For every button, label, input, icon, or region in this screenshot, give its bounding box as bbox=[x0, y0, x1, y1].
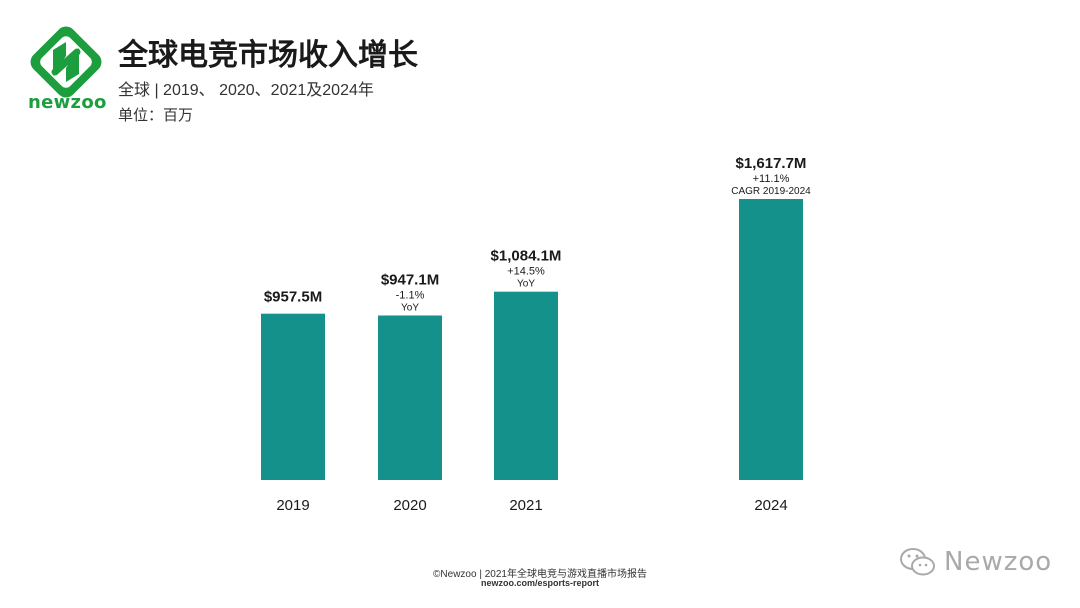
x-tick-label: 2019 bbox=[276, 497, 309, 514]
footer-url: newzoo.com/esports-report bbox=[480, 578, 599, 588]
watermark: Newzoo bbox=[898, 544, 1052, 580]
bar-2019 bbox=[261, 313, 325, 480]
growth-note: YoY bbox=[517, 279, 535, 290]
growth-label: +14.5% bbox=[507, 266, 545, 278]
newzoo-logo-icon bbox=[30, 26, 102, 98]
growth-label: -1.1% bbox=[396, 289, 425, 301]
data-label: $1,617.7M bbox=[736, 155, 807, 172]
bar-2020 bbox=[378, 315, 442, 480]
bar-2024 bbox=[739, 199, 803, 480]
page-subtitle: 全球 | 2019、 2020、2021及2024年 bbox=[118, 82, 374, 99]
data-label: $1,084.1M bbox=[491, 248, 562, 265]
bar-2021 bbox=[494, 291, 558, 480]
data-label: $947.1M bbox=[381, 271, 439, 288]
growth-note: CAGR 2019-2024 bbox=[731, 186, 811, 197]
brand-name: newzoo bbox=[28, 92, 107, 113]
growth-label: +11.1% bbox=[753, 173, 790, 185]
x-tick-label: 2020 bbox=[393, 497, 426, 514]
footer-copyright: ©Newzoo | 2021年全球电竞与游戏直播市场报告 bbox=[433, 569, 647, 580]
unit-label: 单位：百万 bbox=[118, 107, 194, 124]
x-tick-label: 2021 bbox=[509, 497, 542, 514]
x-tick-label: 2024 bbox=[754, 497, 787, 514]
growth-note: YoY bbox=[401, 302, 419, 313]
watermark-text: Newzoo bbox=[944, 547, 1053, 577]
page-title: 全球电竞市场收入增长 bbox=[118, 39, 418, 72]
wechat-icon bbox=[900, 548, 935, 576]
data-label: $957.5M bbox=[264, 289, 322, 306]
